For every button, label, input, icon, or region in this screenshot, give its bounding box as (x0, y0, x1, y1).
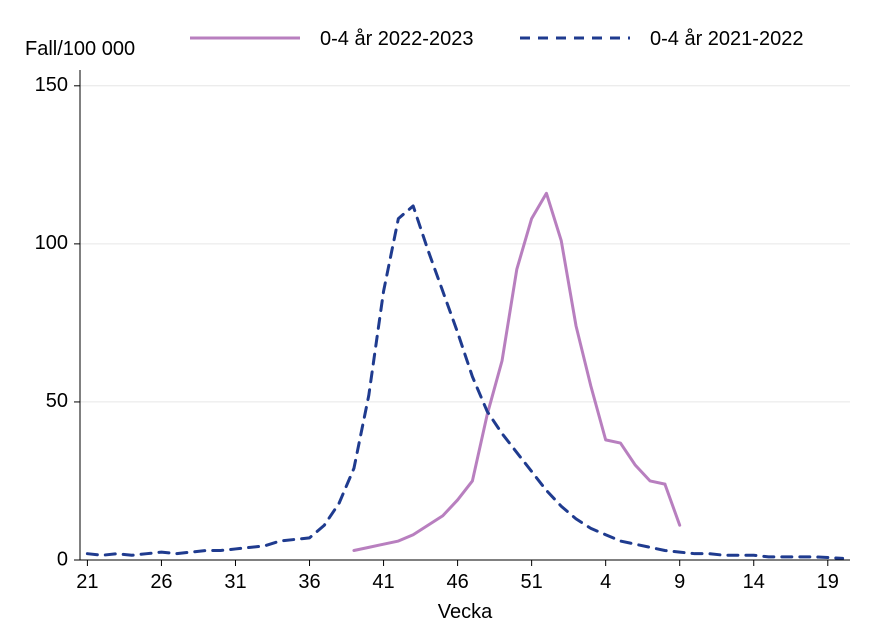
x-tick-label: 31 (224, 571, 246, 593)
x-tick-label: 14 (743, 571, 765, 593)
x-tick-label: 46 (446, 571, 468, 593)
x-axis-title: Vecka (438, 601, 493, 623)
x-tick-label: 9 (674, 571, 685, 593)
y-axis-title: Fall/100 000 (25, 38, 135, 60)
y-tick-label: 50 (46, 390, 68, 412)
line-chart: 0 50 100 150 21 26 31 36 41 46 51 4 9 14 19 Fall/100 00… (0, 0, 880, 640)
y-tick-label: 100 (35, 232, 68, 254)
y-tick-label: 150 (35, 74, 68, 96)
x-tick-label: 51 (521, 571, 543, 593)
x-tick-label: 19 (817, 571, 839, 593)
x-tick-label: 41 (372, 571, 394, 593)
x-tick-label: 4 (600, 571, 611, 593)
legend-label: 0-4 år 2021-2022 (650, 28, 803, 50)
x-tick-label: 26 (150, 571, 172, 593)
x-tick-label: 36 (298, 571, 320, 593)
chart-container: 0 50 100 150 21 26 31 36 41 46 51 4 9 14 19 Fall/100 00… (0, 0, 880, 640)
x-tick-label: 21 (76, 571, 98, 593)
y-tick-label: 0 (57, 548, 68, 570)
chart-background (0, 0, 880, 640)
legend-label: 0-4 år 2022-2023 (320, 28, 473, 50)
